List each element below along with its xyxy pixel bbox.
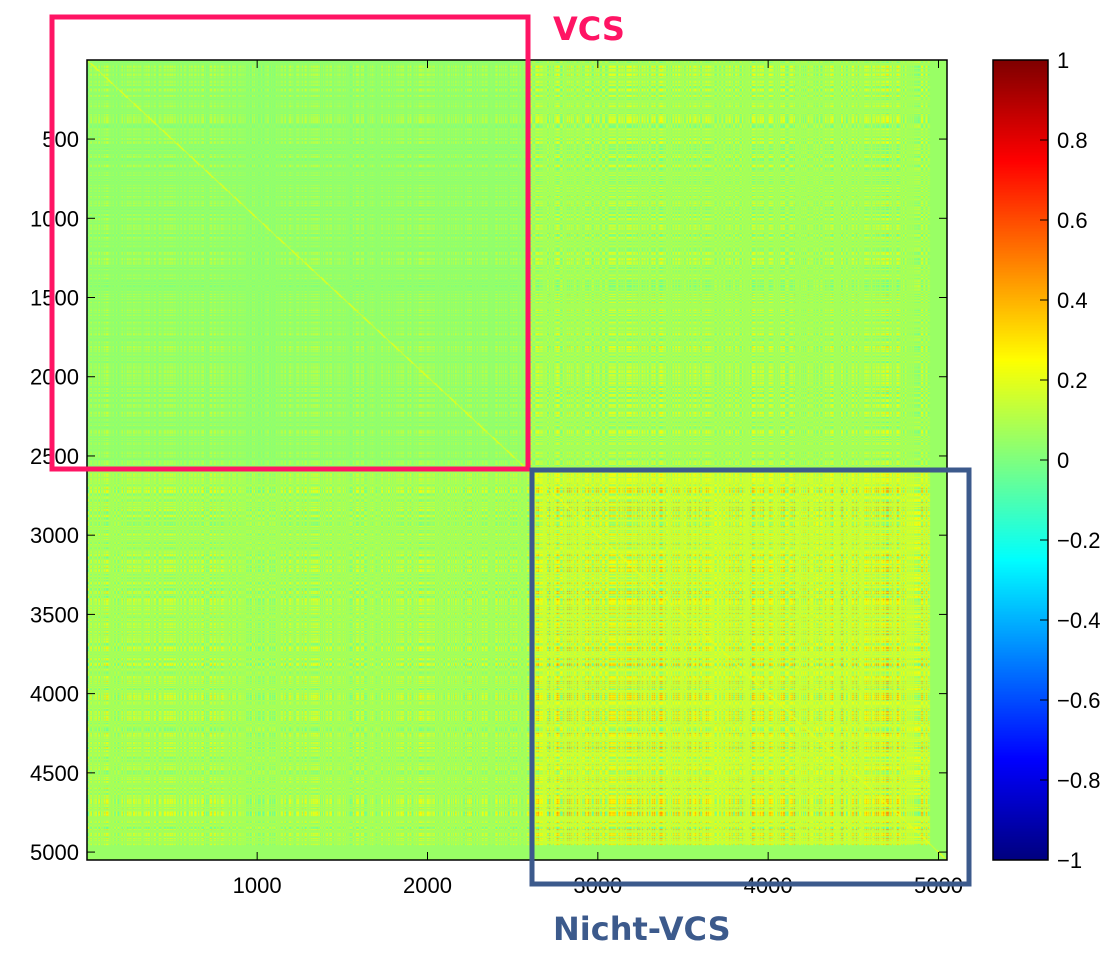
- y-axis: 500 1000 1500 2000 2500 3000 3500 4000 4500 5000: [30, 127, 947, 865]
- colorbar-tick-label: 1: [1057, 48, 1069, 73]
- colorbar-tick-label: −1: [1057, 848, 1082, 873]
- y-tick-label: 2000: [30, 365, 79, 390]
- colorbar: [993, 60, 1048, 860]
- colorbar-tick-label: −0.6: [1057, 688, 1100, 713]
- y-tick-label: 1500: [30, 286, 79, 311]
- colorbar-tick-label: −0.8: [1057, 768, 1100, 793]
- y-tick-label: 3000: [30, 523, 79, 548]
- colorbar-tick-label: 0.4: [1057, 288, 1088, 313]
- vcs-box: [49, 14, 531, 472]
- y-tick-label: 4000: [30, 682, 79, 707]
- nicht-vcs-label: Nicht-VCS: [553, 910, 731, 948]
- colorbar-tick-label: 0.6: [1057, 208, 1088, 233]
- colorbar-frame: [992, 59, 1049, 861]
- colorbar-tick-label: 0: [1057, 448, 1069, 473]
- plot-frame: [86, 59, 948, 861]
- vcs-label: VCS: [553, 10, 625, 48]
- nicht-vcs-box: [529, 467, 972, 887]
- colorbar-axis: 1 0.8 0.6 0.4 0.2 0 −0.2 −0.4 −0.6 −0.8 −1: [1040, 48, 1100, 873]
- y-tick-label: 4500: [30, 761, 79, 786]
- colorbar-tick-label: −0.4: [1057, 608, 1100, 633]
- heatmap-canvas: [87, 60, 947, 860]
- x-tick-label: 1000: [233, 873, 282, 898]
- y-tick-label: 5000: [30, 840, 79, 865]
- y-tick-label: 3500: [30, 602, 79, 627]
- x-tick-label: 2000: [403, 873, 452, 898]
- y-tick-label: 500: [42, 127, 79, 152]
- x-axis: 1000 2000 3000 4000 5000: [233, 60, 963, 898]
- colorbar-tick-label: 0.2: [1057, 368, 1088, 393]
- y-tick-label: 2500: [30, 444, 79, 469]
- colorbar-tick-label: 0.8: [1057, 128, 1088, 153]
- colorbar-tick-label: −0.2: [1057, 528, 1100, 553]
- y-tick-label: 1000: [30, 206, 79, 231]
